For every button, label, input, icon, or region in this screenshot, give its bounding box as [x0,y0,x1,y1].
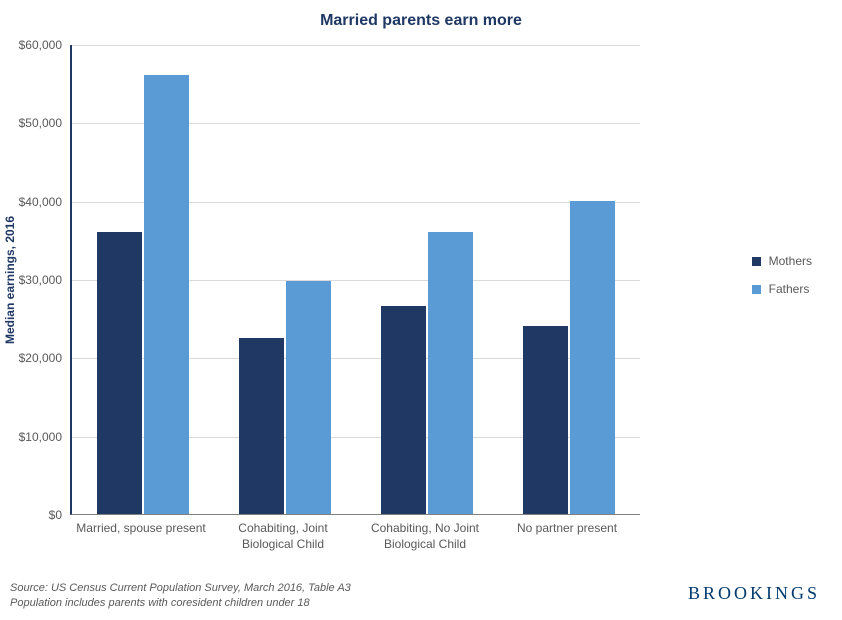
x-tick-label: Cohabiting, No Joint Biological Child [360,521,490,552]
brookings-logo: BROOKINGS [688,583,820,604]
y-tick-label: $50,000 [2,116,62,130]
bar-fathers [428,232,473,514]
legend: Mothers Fathers [752,240,812,310]
y-tick-label: $20,000 [2,351,62,365]
chart-title: Married parents earn more [0,0,842,30]
legend-swatch [752,257,761,266]
bar-fathers [570,201,615,514]
bar-fathers [286,281,331,514]
chart-area: Median earnings, 2016 $0$10,000$20,000$3… [70,45,640,515]
legend-swatch [752,285,761,294]
source-line-2: Population includes parents with coresid… [10,596,351,610]
y-tick-label: $40,000 [2,195,62,209]
bar-mothers [239,338,284,514]
y-tick-label: $30,000 [2,273,62,287]
bar-mothers [97,232,142,514]
grid-line [72,45,640,46]
legend-item: Mothers [752,254,812,268]
bar-mothers [381,306,426,514]
plot-area [70,45,640,515]
source-text: Source: US Census Current Population Sur… [10,581,351,610]
x-tick-label: Cohabiting, Joint Biological Child [218,521,348,552]
x-tick-label: No partner present [502,521,632,537]
source-line-1: Source: US Census Current Population Sur… [10,581,351,595]
y-tick-label: $10,000 [2,430,62,444]
legend-label: Mothers [769,254,812,268]
y-tick-label: $60,000 [2,38,62,52]
bar-mothers [523,326,568,514]
bar-fathers [144,75,189,514]
legend-item: Fathers [752,282,812,296]
x-tick-label: Married, spouse present [76,521,206,537]
legend-label: Fathers [769,282,810,296]
y-tick-label: $0 [2,508,62,522]
